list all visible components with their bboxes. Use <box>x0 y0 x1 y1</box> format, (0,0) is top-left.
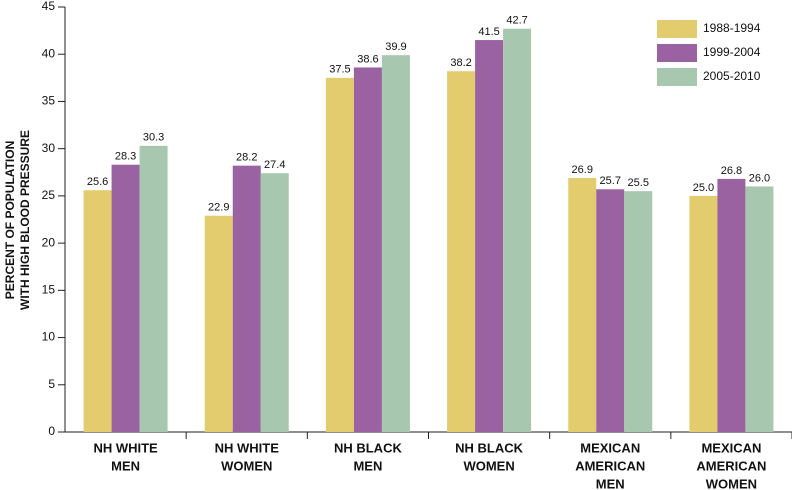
value-label: 25.5 <box>628 177 649 189</box>
value-label: 38.6 <box>357 53 378 65</box>
bar <box>232 165 261 432</box>
bar <box>447 71 476 432</box>
value-label: 26.9 <box>572 164 593 176</box>
legend-label: 2005-2010 <box>703 69 761 83</box>
y-tick-label: 45 <box>42 0 56 13</box>
bar <box>111 164 140 432</box>
y-axis-title: PERCENT OF POPULATION <box>3 141 17 299</box>
y-tick-label: 35 <box>42 94 56 108</box>
x-tick-label: WOMEN <box>706 476 757 490</box>
legend-label: 1988-1994 <box>703 21 761 35</box>
value-label: 39.9 <box>385 41 406 53</box>
legend-swatch <box>657 20 697 38</box>
bar <box>689 195 718 432</box>
x-tick-label: MEN <box>353 458 382 473</box>
value-label: 25.7 <box>600 175 621 187</box>
x-tick-label: WOMEN <box>221 458 272 473</box>
y-tick-label: 15 <box>42 283 56 297</box>
bar <box>83 190 112 432</box>
x-tick-label: MEXICAN <box>580 440 640 455</box>
value-label: 26.8 <box>721 165 742 177</box>
legend-swatch <box>657 44 697 62</box>
value-label: 37.5 <box>329 64 350 76</box>
x-tick-label: MEN <box>111 458 140 473</box>
bar <box>353 67 382 432</box>
value-label: 26.0 <box>749 172 770 184</box>
y-tick-label: 10 <box>42 330 56 344</box>
bar <box>475 40 504 433</box>
value-label: 25.0 <box>693 182 714 194</box>
x-tick-label: AMERICAN <box>575 458 645 473</box>
y-tick-label: 30 <box>42 141 56 155</box>
value-label: 41.5 <box>478 26 499 38</box>
bar <box>503 28 532 432</box>
y-tick-label: 40 <box>42 46 56 60</box>
value-label: 22.9 <box>208 202 229 214</box>
x-tick-label: MEXICAN <box>701 440 761 455</box>
bar <box>260 173 289 432</box>
bar <box>596 189 625 432</box>
value-label: 28.2 <box>236 152 257 164</box>
value-label: 28.3 <box>115 151 136 163</box>
bar <box>745 186 774 432</box>
value-label: 30.3 <box>143 132 164 144</box>
y-tick-label: 20 <box>42 235 56 249</box>
x-tick-label: NH BLACK <box>455 440 523 455</box>
bar <box>568 177 597 432</box>
bar <box>717 178 746 432</box>
bar <box>381 55 410 433</box>
y-axis-title: WITH HIGH BLOOD PRESSURE <box>18 130 32 310</box>
value-label: 42.7 <box>506 15 527 27</box>
x-tick-label: NH WHITE <box>215 440 280 455</box>
bar <box>325 77 354 432</box>
x-tick-label: WOMEN <box>463 458 514 473</box>
y-tick-label: 5 <box>48 377 55 391</box>
legend-label: 1999-2004 <box>703 45 761 59</box>
y-tick-label: 0 <box>48 424 55 438</box>
value-label: 27.4 <box>264 159 285 171</box>
x-tick-label: MEN <box>596 476 625 490</box>
x-tick-label: NH BLACK <box>334 440 402 455</box>
x-tick-label: AMERICAN <box>696 458 766 473</box>
bar <box>139 145 168 433</box>
value-label: 25.6 <box>87 176 108 188</box>
value-label: 38.2 <box>450 57 471 69</box>
y-tick-label: 25 <box>42 188 56 202</box>
x-tick-label: NH WHITE <box>93 440 158 455</box>
legend-swatch <box>657 68 697 86</box>
bar <box>624 191 653 432</box>
bar <box>204 215 233 432</box>
